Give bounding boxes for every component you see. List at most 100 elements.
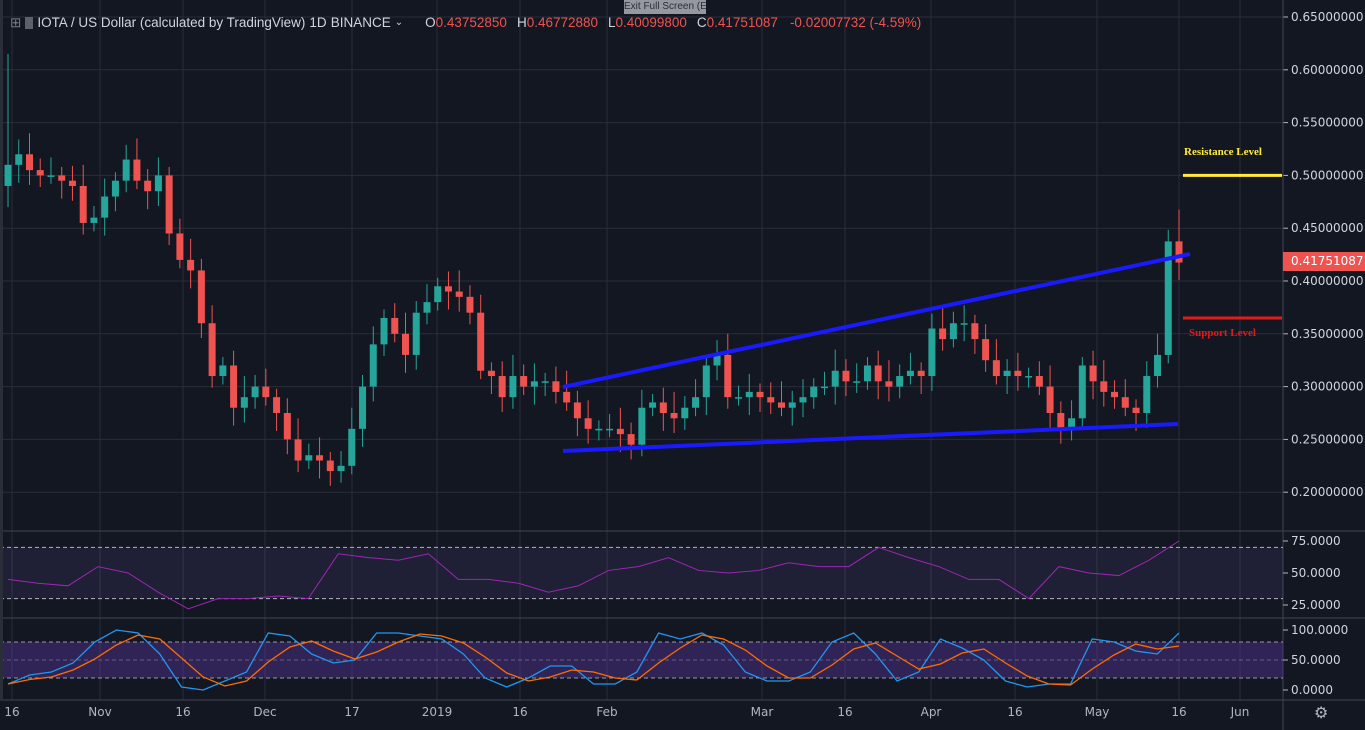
- candle-body: [401, 333, 409, 355]
- x-tick-label: 17: [344, 705, 359, 719]
- candle-body: [47, 175, 55, 177]
- candle-body: [380, 317, 388, 345]
- x-tick-label: Feb: [596, 705, 617, 719]
- chart-header: ⊞ IOTA / US Dollar (calculated by Tradin…: [10, 15, 925, 31]
- candle-body: [154, 175, 162, 192]
- high-label: H: [516, 15, 527, 30]
- candle-body: [251, 386, 259, 398]
- candle-body: [1164, 241, 1172, 355]
- y-tick-label: 0.25000000: [1291, 432, 1364, 446]
- rsi-band: [0, 547, 1283, 599]
- candle-body: [745, 391, 753, 398]
- candle-body: [885, 381, 893, 387]
- candle-body: [606, 428, 614, 431]
- candle-body: [348, 428, 356, 466]
- candle-body: [1078, 365, 1086, 419]
- candle-body: [982, 339, 990, 361]
- interval[interactable]: 1D: [309, 15, 327, 30]
- candle-body: [616, 428, 624, 435]
- chevron-down-icon[interactable]: ⌄: [394, 17, 404, 28]
- candle-body: [477, 312, 485, 371]
- candle-body: [552, 381, 560, 392]
- high-value: 0.46772880: [526, 15, 599, 30]
- exit-fullscreen-tooltip[interactable]: Exit Full Screen (ESC): [624, 0, 706, 14]
- candle-body: [692, 397, 700, 408]
- candle-body: [1014, 370, 1022, 377]
- x-tick-label: 16: [175, 705, 190, 719]
- candle-body: [273, 397, 281, 413]
- y-tick-label: 0.65000000: [1291, 10, 1364, 24]
- candle-body: [1035, 376, 1043, 387]
- candle-body: [283, 413, 291, 440]
- y-tick-label: 0.30000000: [1291, 380, 1364, 394]
- lower-trendline[interactable]: [562, 422, 1179, 453]
- candle-body: [928, 328, 936, 377]
- rsi-tick-label: 25.0000: [1291, 598, 1341, 612]
- candle-body: [638, 407, 646, 445]
- candle-body: [316, 455, 324, 461]
- resistance-level-label: Resistance Level: [1184, 146, 1262, 158]
- candle-body: [509, 376, 517, 398]
- candle-body: [326, 460, 334, 472]
- x-tick-label: 16: [1171, 705, 1186, 719]
- close-label: C: [696, 15, 707, 30]
- candle-body: [187, 259, 195, 271]
- x-tick-label: Jun: [1230, 705, 1250, 719]
- candle-body: [208, 323, 216, 377]
- candle-body: [1068, 418, 1076, 429]
- candle-body: [122, 159, 130, 181]
- add-symbol-icon[interactable]: ⊞: [10, 15, 22, 30]
- candle-body: [369, 344, 377, 387]
- candle-body: [25, 154, 33, 171]
- candle-body: [971, 323, 979, 340]
- candle-body: [863, 365, 871, 382]
- candle-body: [799, 397, 807, 403]
- candle-body: [1111, 391, 1119, 398]
- candle-body: [359, 386, 367, 429]
- candle-body: [702, 365, 710, 398]
- candle-body: [391, 317, 399, 334]
- candle-body: [595, 428, 603, 431]
- candle-body: [79, 185, 87, 223]
- stoch-k-line: [7, 629, 1180, 691]
- y-tick-label: 0.20000000: [1291, 485, 1364, 499]
- close-value: 0.41751087: [706, 15, 778, 30]
- candle-body: [165, 175, 173, 234]
- stoch-tick-label: 50.0000: [1291, 653, 1341, 667]
- gear-icon[interactable]: ⚙: [1314, 703, 1329, 722]
- candle-body: [874, 365, 882, 382]
- exchange[interactable]: BINANCE: [330, 15, 391, 30]
- candle-body: [788, 402, 796, 408]
- candle-body: [455, 291, 463, 297]
- open-value: 0.43752850: [435, 15, 507, 30]
- symbol-color-swatch: [25, 17, 34, 29]
- y-tick-label: 0.60000000: [1291, 63, 1364, 77]
- candle-body: [90, 217, 98, 223]
- y-tick-label: 0.50000000: [1291, 168, 1364, 182]
- candle-body: [68, 180, 76, 186]
- candle-body: [1132, 407, 1140, 413]
- upper-trendline[interactable]: [562, 252, 1191, 389]
- low-label: L: [608, 15, 616, 30]
- candle-body: [133, 159, 141, 181]
- candle-body: [767, 397, 775, 403]
- rsi-tick-label: 50.0000: [1291, 566, 1341, 580]
- candle-body: [240, 397, 248, 408]
- candle-body: [724, 354, 732, 398]
- candle-body: [810, 386, 818, 398]
- candle-body: [949, 323, 957, 340]
- candle-body: [176, 233, 184, 260]
- candle-body: [444, 286, 452, 292]
- x-tick-label: Mar: [751, 705, 774, 719]
- candle-body: [842, 370, 850, 382]
- candle-body: [681, 407, 689, 419]
- x-tick-label: 16: [837, 705, 852, 719]
- candle-body: [219, 365, 227, 377]
- candle-body: [466, 296, 474, 313]
- symbol-title[interactable]: IOTA / US Dollar (calculated by TradingV…: [37, 15, 306, 30]
- candle-body: [917, 370, 925, 377]
- candle-body: [1143, 376, 1151, 413]
- x-tick-label: Dec: [253, 705, 276, 719]
- candle-body: [111, 180, 119, 197]
